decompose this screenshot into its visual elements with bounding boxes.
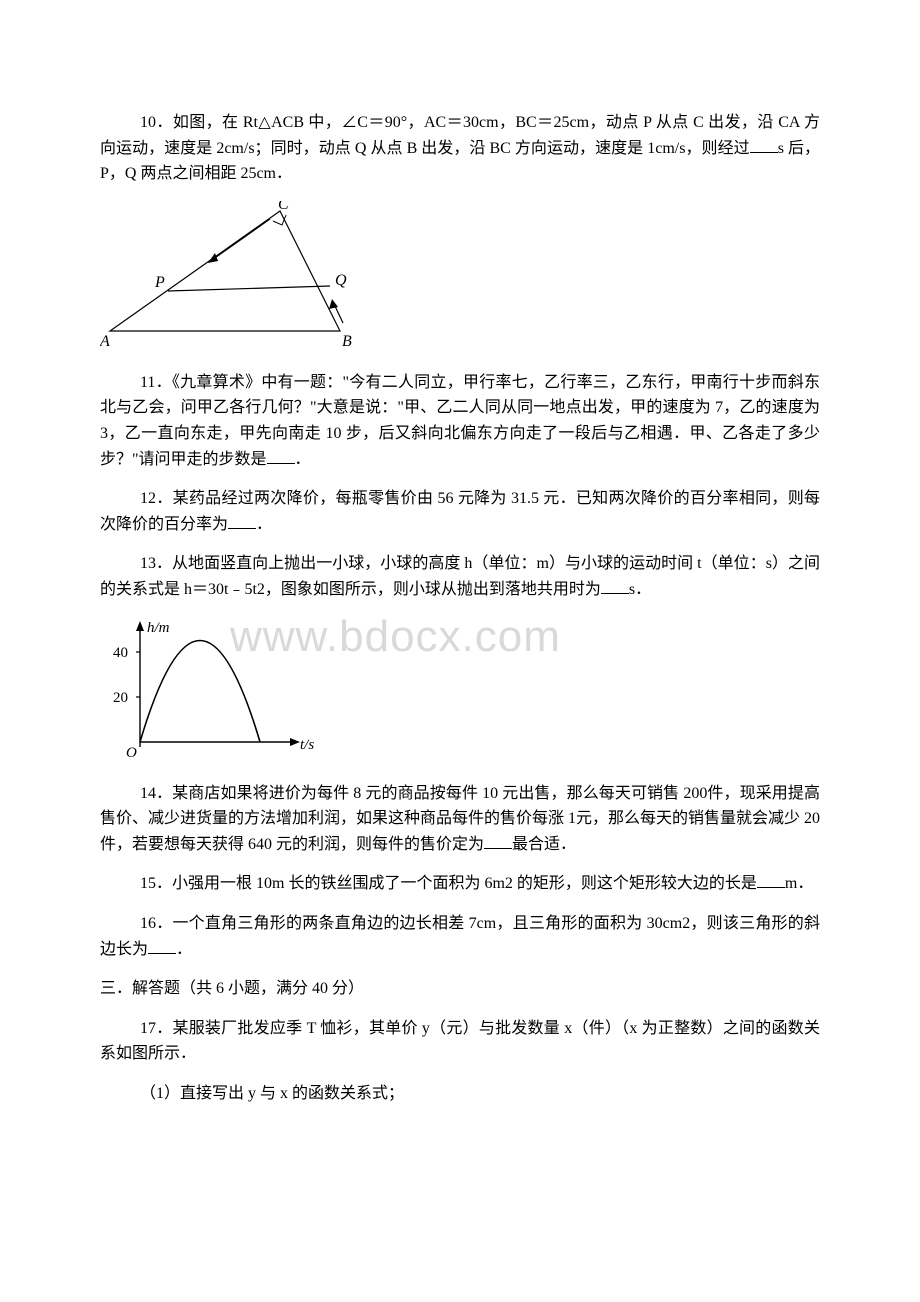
tick-40-label: 40 [113, 645, 128, 661]
q17-1-text: （1）直接写出 y 与 x 的函数关系式； [140, 1085, 404, 1102]
x-axis-arrow [290, 738, 300, 746]
question-13: 13．从地面竖直向上抛出一小球，小球的高度 h（单位：m）与小球的运动时间 t（… [100, 551, 820, 602]
q17-text: 17．某服装厂批发应季 T 恤衫，其单价 y（元）与批发数量 x（件）（x 为正… [100, 1020, 820, 1063]
label-b: B [342, 333, 352, 350]
right-angle-mark [273, 215, 286, 225]
parabola-chart: 40 20 h/m t/s O [100, 617, 330, 767]
q14-text-after: 最合适． [512, 836, 576, 853]
arrow-cp-head [208, 253, 218, 263]
q15-text: 15．小强用一根 10m 长的铁丝围成了一个面积为 6m2 的矩形，则这个矩形较… [140, 875, 757, 892]
triangle-acb [110, 211, 340, 331]
triangle-diagram: A B C P Q [100, 201, 380, 356]
section-3-text: 三．解答题（共 6 小题，满分 40 分） [100, 980, 364, 997]
q14-blank [484, 832, 512, 849]
q12-text: 12．某药品经过两次降价，每瓶零售价由 56 元降为 31.5 元．已知两次降价… [100, 490, 820, 533]
arrow-bq-head [329, 299, 338, 309]
question-10: 10．如图，在 Rt△ACB 中，∠C＝90°，AC＝30cm，BC＝25cm，… [100, 110, 820, 187]
q10-blank [750, 136, 778, 153]
q12-text-after: ． [256, 516, 272, 533]
q11-text-after: ． [295, 451, 311, 468]
parabola-curve [140, 640, 260, 742]
label-a: A [100, 333, 110, 350]
q11-text: 11．《九章算术》中有一题："今有二人同立，甲行率七，乙行率三，乙东行，甲南行十… [100, 374, 820, 468]
line-pq [168, 286, 330, 291]
q12-blank [228, 512, 256, 529]
arrow-cp-line [212, 219, 270, 260]
q13-text: 13．从地面竖直向上抛出一小球，小球的高度 h（单位：m）与小球的运动时间 t（… [100, 555, 820, 598]
y-axis-arrow [136, 621, 144, 631]
q16-text-after: ． [176, 941, 192, 958]
question-12: 12．某药品经过两次降价，每瓶零售价由 56 元降为 31.5 元．已知两次降价… [100, 486, 820, 537]
label-p: P [154, 274, 165, 291]
q13-text-after: s． [629, 581, 651, 598]
x-axis-label: t/s [300, 737, 314, 753]
question-17-sub1: （1）直接写出 y 与 x 的函数关系式； [100, 1081, 820, 1107]
q15-blank [757, 871, 785, 888]
q14-text: 14．某商店如果将进价为每件 8 元的商品按每件 10 元出售，那么每天可销售 … [100, 785, 820, 853]
q16-blank [148, 937, 176, 954]
q10-text: 10．如图，在 Rt△ACB 中，∠C＝90°，AC＝30cm，BC＝25cm，… [100, 114, 820, 157]
q10-figure: A B C P Q [100, 201, 820, 356]
label-q: Q [335, 272, 347, 289]
tick-20-label: 20 [113, 690, 128, 706]
q13-figure: 40 20 h/m t/s O [100, 617, 820, 767]
y-axis-label: h/m [147, 620, 170, 636]
label-c: C [278, 201, 289, 213]
question-16: 16．一个直角三角形的两条直角边的边长相差 7cm，且三角形的面积为 30cm2… [100, 911, 820, 962]
question-11: 11．《九章算术》中有一题："今有二人同立，甲行率七，乙行率三，乙东行，甲南行十… [100, 370, 820, 472]
q13-blank [601, 577, 629, 594]
question-15: 15．小强用一根 10m 长的铁丝围成了一个面积为 6m2 的矩形，则这个矩形较… [100, 871, 820, 897]
section-3-header: 三．解答题（共 6 小题，满分 40 分） [100, 976, 820, 1002]
q11-blank [267, 447, 295, 464]
q16-text: 16．一个直角三角形的两条直角边的边长相差 7cm，且三角形的面积为 30cm2… [100, 915, 820, 958]
question-17: 17．某服装厂批发应季 T 恤衫，其单价 y（元）与批发数量 x（件）（x 为正… [100, 1016, 820, 1067]
q15-text-after: m． [785, 875, 813, 892]
origin-label: O [126, 745, 137, 761]
question-14: 14．某商店如果将进价为每件 8 元的商品按每件 10 元出售，那么每天可销售 … [100, 781, 820, 858]
